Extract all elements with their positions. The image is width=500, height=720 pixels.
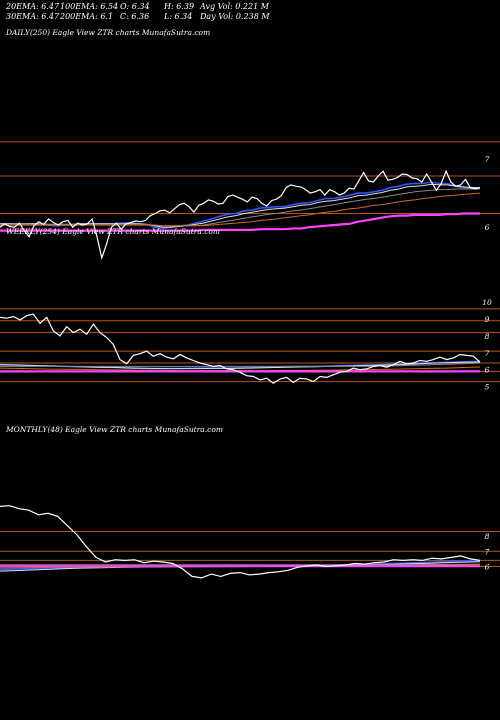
stat-low: L: 6.34: [164, 12, 193, 21]
ema-line: [0, 362, 481, 367]
price-line: [0, 169, 481, 261]
y-tick-label: 10: [482, 298, 492, 307]
y-tick-label: 7: [485, 547, 490, 556]
y-tick-label: 8: [485, 332, 490, 341]
stat-100ema: 100EMA: 6.54: [60, 2, 119, 11]
ema-line: [0, 212, 480, 232]
ema-line: [0, 183, 480, 228]
ema-line: [0, 360, 481, 370]
stat-200ema: 200EMA: 6.1: [60, 12, 114, 21]
panel-title: MONTHLY(48) Eagle View ZTR charts Munafa…: [5, 425, 223, 434]
y-tick-label: 5: [485, 383, 490, 392]
ema-line: [0, 188, 480, 227]
stat-close: C: 6.36: [120, 12, 150, 21]
ema-line: [0, 181, 481, 230]
y-tick-label: 6: [485, 563, 490, 572]
price-line: [0, 505, 481, 579]
y-tick-label: 7: [485, 349, 490, 358]
y-tick-label: 7: [485, 155, 490, 164]
stat-20ema: 20EMA: 6.47: [6, 2, 60, 11]
ema-line: [0, 192, 481, 227]
panel-title: DAILY(250) Eagle View ZTR charts MunafaS…: [5, 28, 210, 37]
stat-30ema: 30EMA: 6.47: [6, 12, 60, 21]
panel-title: WEEKLY(254) Eagle View ZTR charts Munafa…: [6, 227, 220, 236]
y-tick-label: 6: [485, 223, 490, 232]
y-tick-label: 6: [485, 366, 490, 375]
price-line: [0, 313, 481, 385]
stat-avg-volume: Avg Vol: 0.221 M: [200, 2, 269, 11]
stat-open: O: 6.34: [120, 2, 150, 11]
stat-high: H: 6.39: [164, 2, 195, 11]
y-tick-label: 9: [485, 315, 490, 324]
stat-day-volume: Day Vol: 0.238 M: [200, 12, 270, 21]
y-tick-label: 8: [485, 532, 490, 541]
ema-line: [0, 563, 481, 566]
